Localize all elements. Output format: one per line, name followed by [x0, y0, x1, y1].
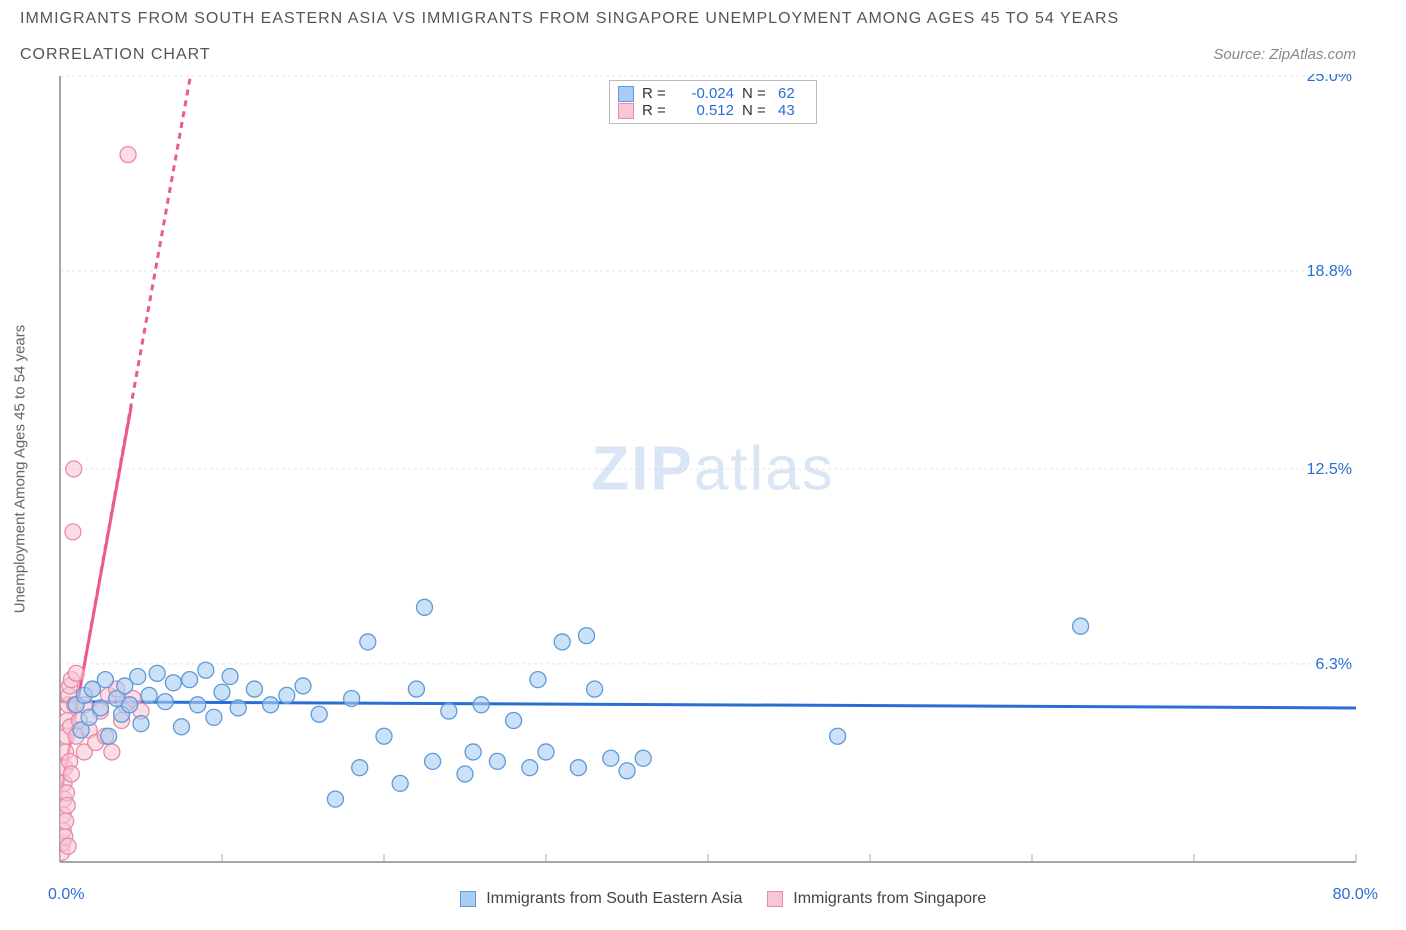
n-label: N = [742, 102, 770, 119]
subtitle-row: CORRELATION CHART Source: ZipAtlas.com [20, 46, 1386, 64]
r-label: R = [642, 85, 670, 102]
y-axis-label: Unemployment Among Ages 45 to 54 years [12, 325, 29, 614]
chart-header: IMMIGRANTS FROM SOUTH EASTERN ASIA VS IM… [0, 0, 1406, 64]
svg-text:6.3%: 6.3% [1316, 656, 1352, 673]
chart-area: Unemployment Among Ages 45 to 54 years 6… [48, 74, 1378, 864]
legend-label-singapore: Immigrants from Singapore [793, 890, 986, 907]
chart-title: IMMIGRANTS FROM SOUTH EASTERN ASIA VS IM… [20, 10, 1386, 28]
source-prefix: Source: [1213, 46, 1269, 63]
legend-row-singapore: R = 0.512 N = 43 [618, 102, 808, 119]
swatch-sea-icon [618, 86, 634, 102]
r-value-sea: -0.024 [678, 85, 734, 102]
swatch-sea-icon [460, 891, 476, 907]
chart-source: Source: ZipAtlas.com [1213, 46, 1386, 63]
n-value-singapore: 43 [778, 102, 808, 119]
legend-row-sea: R = -0.024 N = 62 [618, 85, 808, 102]
source-name: ZipAtlas.com [1269, 46, 1356, 63]
r-label: R = [642, 102, 670, 119]
legend-series: Immigrants from South Eastern Asia Immig… [48, 890, 1378, 908]
n-value-sea: 62 [778, 85, 808, 102]
r-value-singapore: 0.512 [678, 102, 734, 119]
svg-text:18.8%: 18.8% [1307, 263, 1352, 280]
swatch-singapore-icon [618, 103, 634, 119]
svg-text:12.5%: 12.5% [1307, 461, 1352, 478]
legend-correlation: R = -0.024 N = 62 R = 0.512 N = 43 [609, 80, 817, 124]
svg-text:25.0%: 25.0% [1307, 74, 1352, 85]
n-label: N = [742, 85, 770, 102]
chart-subtitle: CORRELATION CHART [20, 46, 211, 64]
swatch-singapore-icon [767, 891, 783, 907]
scatter-plot: 6.3% 12.5% 18.8% 25.0% [58, 74, 1358, 864]
legend-label-sea: Immigrants from South Eastern Asia [486, 890, 742, 907]
